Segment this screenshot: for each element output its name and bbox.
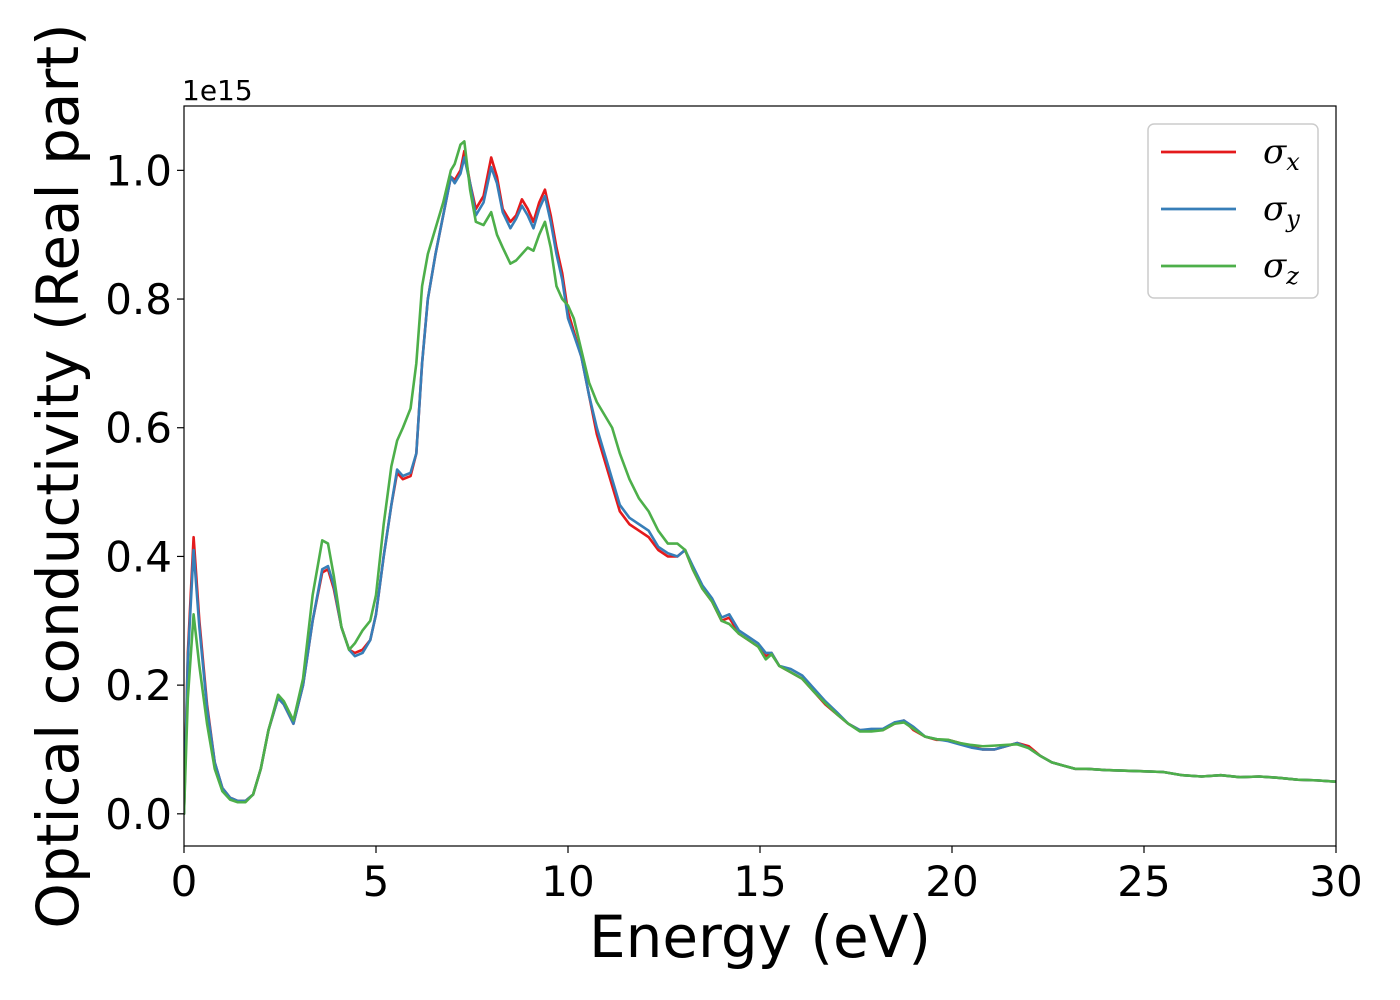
legend-label-y: σy [1263, 189, 1300, 233]
x-tick-label: 5 [363, 857, 390, 906]
series-line-z [184, 140, 1336, 816]
x-tick-label: 10 [541, 857, 594, 906]
x-axis-label: Energy (eV) [589, 903, 931, 971]
legend-box [1147, 123, 1319, 299]
y-axis-exponent-label: 1e15 [182, 74, 253, 107]
x-tick-label: 20 [925, 857, 978, 906]
legend-label-x: σx [1263, 132, 1300, 176]
legend: σx σy σz [1147, 123, 1319, 299]
y-tick-label: 0.4 [105, 532, 172, 581]
x-tick-label: 25 [1117, 857, 1170, 906]
x-axis-ticks: 0 5 10 15 20 25 30 [171, 846, 1363, 906]
y-tick-label: 0.2 [105, 661, 172, 710]
y-tick-label: 0.6 [105, 404, 172, 453]
y-tick-label: 1.0 [105, 146, 172, 195]
y-tick-label: 0.8 [105, 275, 172, 324]
y-axis-ticks: 0.0 0.2 0.4 0.6 0.8 1.0 [105, 146, 184, 839]
y-axis-label: Optical conductivity (Real part) [24, 23, 92, 928]
x-tick-label: 0 [171, 857, 198, 906]
x-tick-label: 15 [733, 857, 786, 906]
x-tick-label: 30 [1309, 857, 1362, 906]
legend-label-z: σz [1263, 246, 1299, 290]
series-layer [184, 140, 1336, 816]
y-tick-label: 0.0 [105, 790, 172, 839]
